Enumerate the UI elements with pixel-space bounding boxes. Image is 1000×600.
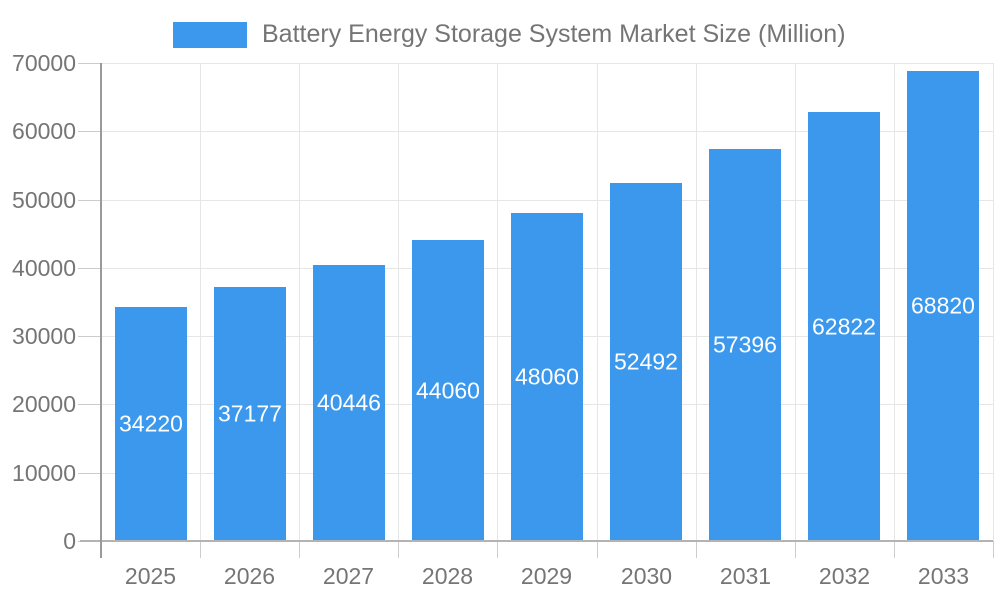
y-axis-tick-label: 60000 — [12, 118, 76, 144]
gridline-horizontal — [101, 63, 993, 64]
x-axis-tick — [795, 541, 796, 558]
y-axis-tick — [78, 404, 101, 405]
x-axis-tick-label: 2033 — [917, 563, 970, 589]
y-axis-tick-label: 70000 — [12, 50, 76, 76]
bar[interactable]: 48060 — [511, 213, 583, 541]
gridline-vertical — [597, 63, 598, 541]
y-axis-tick-label: 10000 — [12, 460, 76, 486]
y-axis-tick — [78, 200, 101, 201]
x-axis-tick-label: 2027 — [322, 563, 375, 589]
bar-value-label: 48060 — [515, 363, 579, 390]
y-axis-tick — [78, 63, 101, 64]
x-axis-tick — [597, 541, 598, 558]
x-axis-tick-label: 2031 — [719, 563, 772, 589]
x-axis-tick-label: 2030 — [620, 563, 673, 589]
bar-value-label: 40446 — [317, 389, 381, 416]
bar-value-label: 68820 — [911, 292, 975, 319]
gridline-horizontal — [101, 131, 993, 132]
y-axis-tick-label: 50000 — [12, 187, 76, 213]
gridline-horizontal — [101, 200, 993, 201]
bar[interactable]: 57396 — [709, 149, 781, 541]
legend-label: Battery Energy Storage System Market Siz… — [262, 20, 846, 48]
x-axis-tick — [299, 541, 300, 558]
bar-value-label: 62822 — [812, 313, 876, 339]
legend[interactable]: Battery Energy Storage System Market Siz… — [173, 20, 846, 49]
gridline-vertical — [398, 63, 399, 541]
bar-value-label: 34220 — [119, 410, 183, 437]
bar[interactable]: 52492 — [610, 183, 682, 541]
gridline-vertical — [497, 63, 498, 541]
bar-value-label: 52492 — [614, 348, 678, 375]
bar[interactable]: 40446 — [313, 265, 385, 541]
y-axis-tick-label: 0 — [63, 528, 76, 554]
x-axis-tick — [497, 541, 498, 558]
gridline-vertical — [795, 63, 796, 541]
x-axis-tick-label: 2032 — [818, 563, 871, 589]
bar[interactable]: 68820 — [907, 71, 979, 541]
x-axis-tick — [993, 541, 994, 558]
y-axis-tick — [78, 268, 101, 269]
y-axis-tick-label: 20000 — [12, 391, 76, 417]
gridline-vertical — [299, 63, 300, 541]
bar[interactable]: 37177 — [214, 287, 286, 541]
y-axis-tick-label: 40000 — [12, 255, 76, 281]
x-axis-line — [80, 540, 993, 542]
legend-swatch — [173, 21, 247, 48]
bar-value-label: 44060 — [416, 377, 480, 403]
bar[interactable]: 34220 — [115, 307, 187, 541]
x-axis-tick — [200, 541, 201, 558]
x-axis-tick — [398, 541, 399, 558]
gridline-vertical — [696, 63, 697, 541]
bar-value-label: 37177 — [218, 400, 282, 427]
bar[interactable]: 44060 — [412, 240, 484, 541]
y-axis-tick — [78, 473, 101, 474]
y-axis-tick — [78, 131, 101, 132]
y-axis-tick — [78, 336, 101, 337]
y-axis-line — [100, 63, 102, 558]
x-axis-tick-label: 2028 — [421, 563, 474, 589]
gridline-vertical — [200, 63, 201, 541]
x-axis-tick-label: 2026 — [223, 563, 276, 589]
bar-value-label: 57396 — [713, 331, 777, 358]
y-axis-tick-label: 30000 — [12, 323, 76, 349]
x-axis-tick-label: 2025 — [124, 563, 177, 589]
gridline-vertical — [894, 63, 895, 541]
bar[interactable]: 62822 — [808, 112, 880, 541]
gridline-vertical — [993, 63, 994, 541]
x-axis-tick — [696, 541, 697, 558]
x-axis-tick — [894, 541, 895, 558]
x-axis-tick-label: 2029 — [520, 563, 573, 589]
